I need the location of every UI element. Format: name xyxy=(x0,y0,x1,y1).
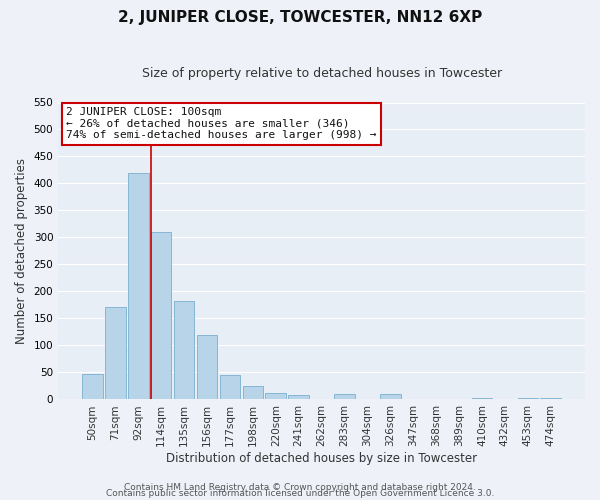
Bar xyxy=(197,334,217,400)
Text: 2, JUNIPER CLOSE, TOWCESTER, NN12 6XP: 2, JUNIPER CLOSE, TOWCESTER, NN12 6XP xyxy=(118,10,482,25)
Y-axis label: Number of detached properties: Number of detached properties xyxy=(15,158,28,344)
Text: 2 JUNIPER CLOSE: 100sqm
← 26% of detached houses are smaller (346)
74% of semi-d: 2 JUNIPER CLOSE: 100sqm ← 26% of detache… xyxy=(66,107,377,140)
Bar xyxy=(472,398,493,400)
X-axis label: Distribution of detached houses by size in Towcester: Distribution of detached houses by size … xyxy=(166,452,477,465)
Title: Size of property relative to detached houses in Towcester: Size of property relative to detached ho… xyxy=(142,68,502,80)
Bar xyxy=(242,386,263,400)
Bar xyxy=(380,394,401,400)
Bar xyxy=(174,300,194,400)
Bar xyxy=(220,375,240,400)
Bar xyxy=(128,172,149,400)
Bar xyxy=(334,394,355,400)
Bar xyxy=(151,232,172,400)
Bar xyxy=(518,398,538,400)
Text: Contains HM Land Registry data © Crown copyright and database right 2024.: Contains HM Land Registry data © Crown c… xyxy=(124,484,476,492)
Text: Contains public sector information licensed under the Open Government Licence 3.: Contains public sector information licen… xyxy=(106,490,494,498)
Bar xyxy=(105,306,125,400)
Bar xyxy=(82,374,103,400)
Bar xyxy=(289,395,309,400)
Bar xyxy=(541,398,561,400)
Bar xyxy=(265,393,286,400)
